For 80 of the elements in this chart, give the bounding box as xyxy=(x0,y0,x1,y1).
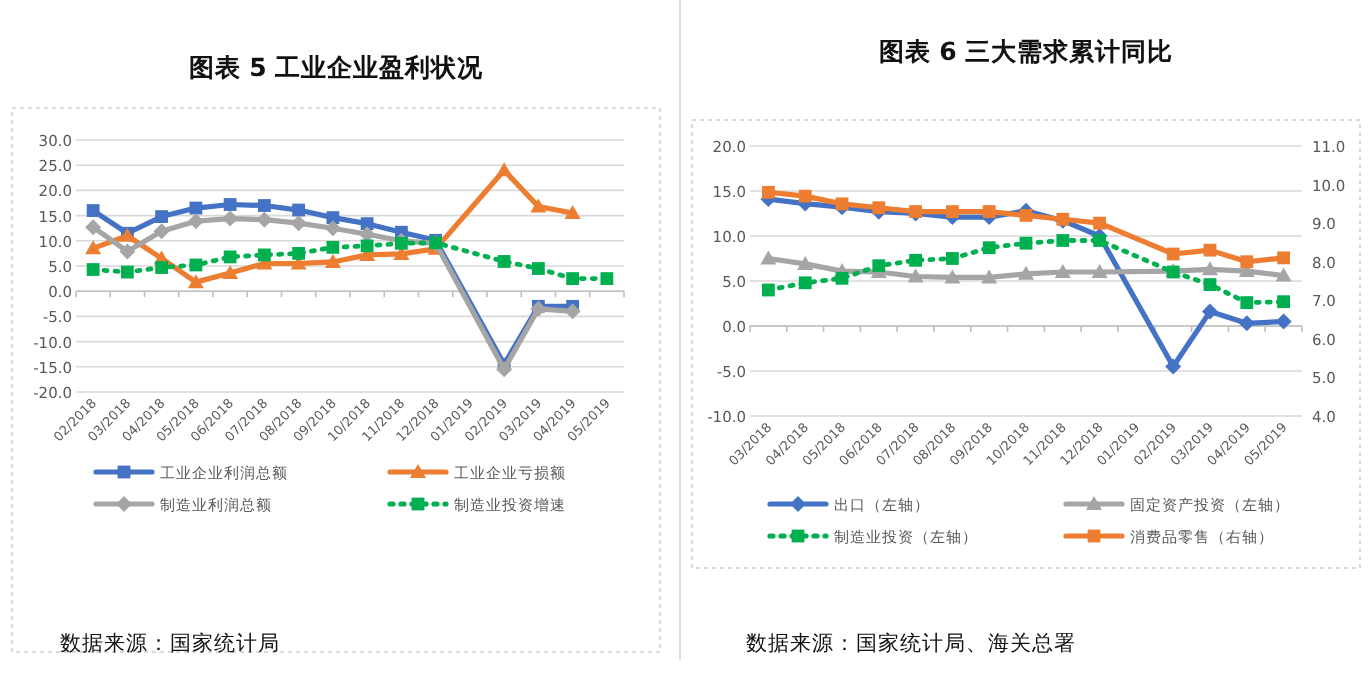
point xyxy=(292,203,306,217)
point xyxy=(835,197,849,211)
point xyxy=(566,272,580,285)
point xyxy=(907,268,924,283)
point xyxy=(1203,278,1217,291)
source-note: 数据来源：国家统计局、海关总署 xyxy=(746,630,1076,656)
point xyxy=(797,255,814,270)
point xyxy=(531,262,545,275)
point xyxy=(187,213,204,230)
point xyxy=(85,219,102,236)
point xyxy=(324,253,341,268)
point xyxy=(872,259,886,273)
point xyxy=(223,250,237,264)
point xyxy=(1054,264,1071,278)
point xyxy=(86,204,100,217)
point xyxy=(1202,261,1218,276)
point xyxy=(119,243,136,260)
point xyxy=(760,250,777,265)
point xyxy=(1203,243,1217,257)
point xyxy=(1166,247,1180,261)
point xyxy=(835,271,849,285)
point xyxy=(1238,315,1255,332)
point xyxy=(155,210,169,224)
point xyxy=(256,211,273,228)
point xyxy=(909,253,922,267)
point xyxy=(86,263,100,276)
point xyxy=(762,283,775,297)
point xyxy=(1277,251,1290,265)
point xyxy=(290,215,307,232)
point xyxy=(1091,264,1108,278)
point xyxy=(798,276,812,290)
point xyxy=(1093,216,1106,230)
point xyxy=(946,252,959,265)
point xyxy=(1277,295,1290,309)
point xyxy=(187,274,204,289)
point xyxy=(222,265,239,280)
point xyxy=(223,198,237,211)
point xyxy=(1019,236,1033,250)
point xyxy=(496,162,513,177)
point xyxy=(360,239,374,253)
point xyxy=(981,269,998,284)
point xyxy=(120,265,134,279)
point xyxy=(1240,296,1254,309)
point xyxy=(530,198,547,213)
point xyxy=(189,201,203,215)
point xyxy=(564,303,581,320)
point xyxy=(564,205,581,220)
point xyxy=(1056,234,1070,247)
chart-title: 图表 5 工业企业盈利状况 xyxy=(188,52,486,82)
point xyxy=(257,248,271,262)
point xyxy=(1240,255,1254,269)
point xyxy=(1018,265,1034,280)
point xyxy=(1093,234,1106,247)
point xyxy=(496,361,513,378)
point xyxy=(1275,267,1292,282)
point xyxy=(155,261,169,274)
point xyxy=(1202,303,1218,320)
point xyxy=(1019,209,1033,222)
point xyxy=(360,217,374,231)
point xyxy=(85,240,102,255)
point xyxy=(762,185,775,199)
point xyxy=(292,247,306,260)
point xyxy=(497,255,511,268)
point xyxy=(944,269,961,284)
point xyxy=(600,272,614,285)
point xyxy=(1275,313,1292,330)
point xyxy=(326,211,340,225)
point xyxy=(872,201,886,215)
point xyxy=(189,258,203,272)
source-note: 数据来源：国家统计局 xyxy=(60,630,280,656)
point xyxy=(798,189,812,203)
point xyxy=(1165,358,1182,375)
point xyxy=(326,240,340,254)
point xyxy=(982,205,996,218)
point xyxy=(982,241,996,255)
point xyxy=(257,199,271,212)
chart-title: 图表 6 三大需求累计同比 xyxy=(878,36,1174,66)
point xyxy=(324,220,341,237)
point xyxy=(153,223,170,240)
point xyxy=(946,205,959,218)
